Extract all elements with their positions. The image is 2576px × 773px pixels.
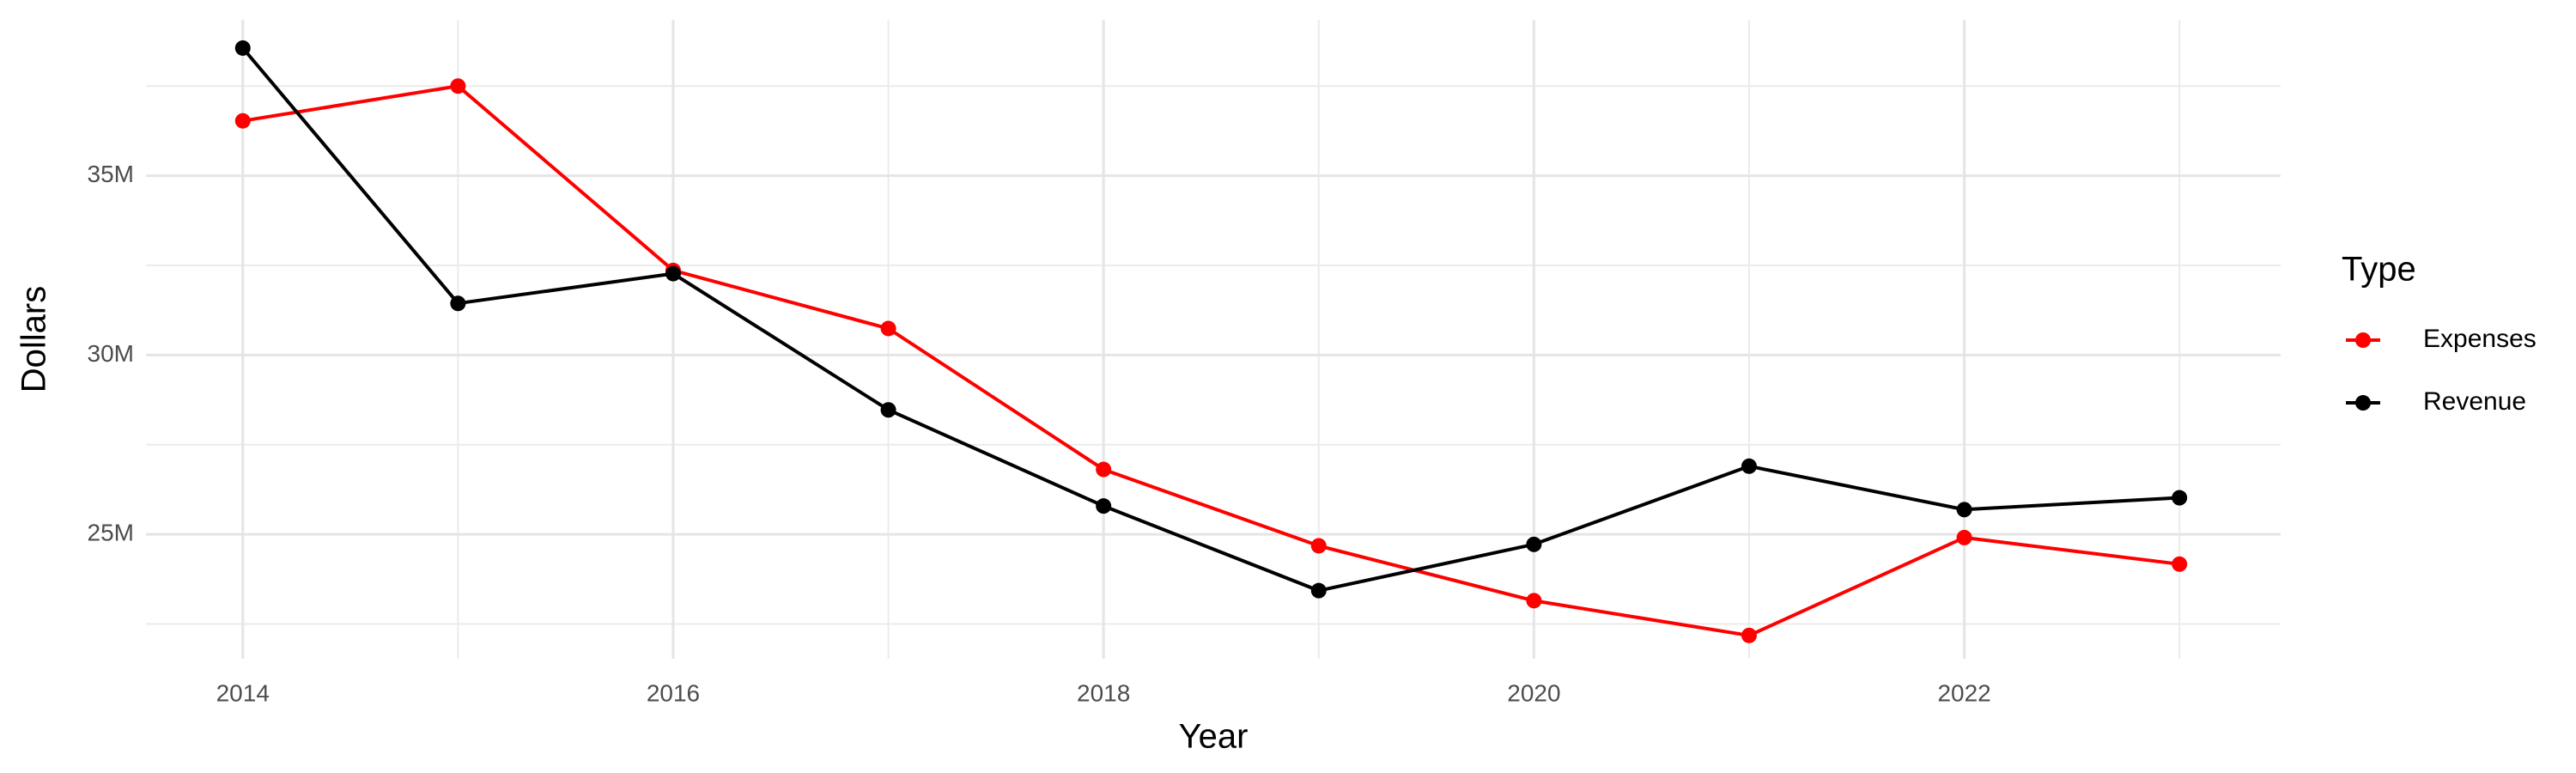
data-point	[665, 265, 681, 282]
legend-label: Expenses	[2423, 325, 2537, 353]
x-axis-title: Year	[1179, 718, 1249, 756]
y-tick-label: 25M	[88, 520, 134, 546]
series-line	[242, 84, 2180, 637]
data-point	[1956, 502, 1972, 518]
x-tick-label: 2014	[216, 679, 270, 706]
data-point	[1310, 538, 1327, 554]
data-point	[2172, 556, 2188, 572]
y-tick-label: 30M	[88, 340, 134, 367]
x-tick-label: 2022	[1937, 679, 1990, 706]
data-point	[234, 40, 251, 56]
y-tick-label: 35M	[88, 161, 134, 187]
data-point	[450, 78, 466, 94]
data-point	[1526, 593, 1542, 609]
y-axis-title: Dollars	[15, 286, 53, 393]
data-point	[1310, 582, 1327, 599]
grid	[146, 20, 2281, 659]
legend-key-point	[2355, 395, 2371, 411]
data-point	[880, 402, 896, 418]
data-point	[1956, 529, 1972, 545]
data-point	[1741, 627, 1758, 643]
data-point	[234, 113, 251, 129]
legend-label: Revenue	[2423, 387, 2526, 416]
x-tick-label: 2016	[647, 679, 700, 706]
data-point	[880, 320, 896, 337]
data-point	[1096, 461, 1112, 478]
series-line	[241, 46, 2180, 593]
legend-key-point	[2355, 332, 2371, 348]
data-point	[1526, 536, 1542, 552]
data-point	[1741, 458, 1758, 474]
x-tick-label: 2020	[1507, 679, 1560, 706]
data-point	[2172, 490, 2188, 506]
data-point	[450, 295, 466, 312]
legend-title: Type	[2342, 251, 2416, 289]
x-tick-label: 2018	[1077, 679, 1130, 706]
data-point	[1096, 498, 1112, 514]
